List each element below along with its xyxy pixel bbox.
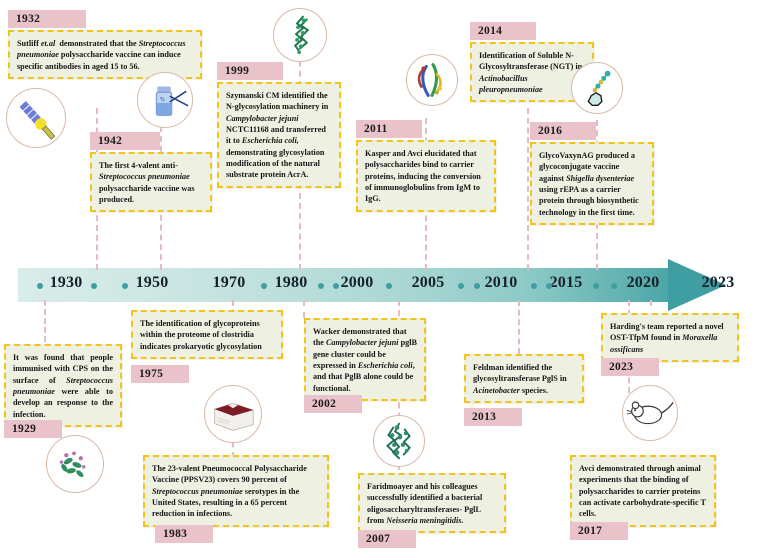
event-box-2007: Faridmoayer and his colleagues successfu… — [358, 473, 506, 534]
event-text-2011: Kasper and Avci elucidated that polysacc… — [365, 149, 481, 204]
year-label-2014: 2014 — [470, 22, 536, 40]
axis-year-2023: 2023 — [701, 274, 735, 291]
event-box-1983: The 23-valent Pneumococcal Polysaccharid… — [143, 455, 329, 527]
event-box-2023: Harding's team reported a novel OST-TfpM… — [601, 313, 739, 362]
multicolor-protein-ribbon-icon — [406, 54, 458, 106]
event-text-1975: The identification of glycoproteins with… — [140, 319, 262, 351]
event-text-2017: Avci demonstrated through animal experim… — [579, 464, 706, 519]
vaccine-box-icon — [204, 385, 262, 443]
axis-year-2015: 2015 — [549, 274, 583, 291]
event-box-1999: Szymanski CM identified the N-glycosylat… — [217, 82, 341, 188]
event-text-2016: GlycoVaxynAG produced a glycoconjugate v… — [539, 151, 639, 217]
year-label-2007: 2007 — [358, 530, 416, 548]
connector-2014 — [527, 108, 529, 270]
event-text-2023: Harding's team reported a novel OST-TfpM… — [610, 322, 724, 354]
axis-dot — [546, 283, 552, 289]
year-label-1999: 1999 — [217, 62, 283, 80]
event-box-1929: It was found that people immunised with … — [4, 344, 122, 427]
year-label-2016: 2016 — [530, 122, 596, 140]
glycan-chain-molecule-icon — [571, 62, 623, 114]
year-label-2011: 2011 — [356, 120, 422, 138]
axis-dot — [474, 283, 480, 289]
year-label-2023: 2023 — [601, 358, 659, 376]
connector-2023 — [650, 300, 652, 306]
event-text-1942: The first 4-valent anti-Streptococcus pn… — [99, 161, 195, 204]
syringe-polysaccharide-icon — [6, 88, 66, 148]
axis-dot — [531, 283, 537, 289]
axis-dot — [318, 283, 324, 289]
axis-year-1950: 1950 — [135, 274, 169, 291]
year-label-1932: 1932 — [8, 10, 86, 28]
timeline-axis: 1930 1950 1970 1980 2000 2005 2010 2015 … — [18, 259, 734, 311]
axis-dot — [458, 283, 464, 289]
year-label-2002: 2002 — [304, 395, 362, 413]
event-text-2014: Identification of Soluble N-Glycosyltran… — [479, 51, 583, 94]
timeline-arrow-head — [668, 259, 726, 311]
year-label-1983: 1983 — [155, 525, 213, 543]
axis-dot — [611, 283, 617, 289]
year-label-1975: 1975 — [131, 365, 189, 383]
axis-dot — [37, 283, 43, 289]
event-text-2013: Feldman identified the glycosyltransfera… — [473, 363, 567, 395]
connector-2002 — [303, 300, 305, 318]
event-box-2013: Feldman identified the glycosyltransfera… — [464, 354, 584, 403]
vaccine-vial-icon: % — [137, 72, 193, 128]
event-box-2002: Wacker demonstrated that the Campylobact… — [304, 318, 426, 401]
axis-year-1980: 1980 — [274, 274, 308, 291]
axis-dot — [333, 283, 339, 289]
teal-protein-cluster-icon — [373, 415, 425, 467]
event-text-1929: It was found that people immunised with … — [13, 353, 113, 419]
year-label-2013: 2013 — [464, 408, 522, 426]
axis-year-1970: 1970 — [212, 274, 246, 291]
bacteria-colony-icon — [46, 435, 104, 493]
event-box-2011: Kasper and Avci elucidated that polysacc… — [356, 140, 496, 212]
year-label-2017: 2017 — [570, 522, 628, 540]
axis-year-1930: 1930 — [49, 274, 83, 291]
event-box-2017: Avci demonstrated through animal experim… — [570, 455, 716, 527]
axis-year-2005: 2005 — [411, 274, 445, 291]
axis-dot — [261, 283, 267, 289]
axis-dot — [386, 283, 392, 289]
green-protein-structure-icon — [273, 8, 327, 62]
event-box-1975: The identification of glycoproteins with… — [131, 310, 283, 359]
event-text-1999: Szymanski CM identified the N-glycosylat… — [226, 91, 329, 180]
svg-text:%: % — [160, 97, 165, 103]
event-text-1932: Sutliff et.al demonstrated that the Stre… — [17, 39, 186, 71]
connector-1929 — [44, 300, 46, 342]
event-box-1942: The first 4-valent anti-Streptococcus pn… — [90, 152, 212, 213]
event-box-1932: Sutliff et.al demonstrated that the Stre… — [8, 30, 202, 79]
year-label-1942: 1942 — [90, 132, 160, 150]
axis-dot — [122, 283, 128, 289]
lab-mouse-icon — [622, 385, 678, 441]
axis-year-2020: 2020 — [626, 274, 660, 291]
axis-dot — [91, 283, 97, 289]
connector-2013 — [518, 300, 520, 354]
axis-year-2010: 2010 — [484, 274, 518, 291]
event-text-1983: The 23-valent Pneumococcal Polysaccharid… — [152, 464, 307, 519]
axis-dot — [593, 283, 599, 289]
event-text-2007: Faridmoayer and his colleagues successfu… — [367, 482, 483, 525]
event-text-2002: Wacker demonstrated that the Campylobact… — [313, 327, 417, 393]
year-label-1929: 1929 — [4, 420, 62, 438]
event-box-2016: GlycoVaxynAG produced a glycoconjugate v… — [530, 142, 654, 225]
axis-year-2000: 2000 — [340, 274, 374, 291]
